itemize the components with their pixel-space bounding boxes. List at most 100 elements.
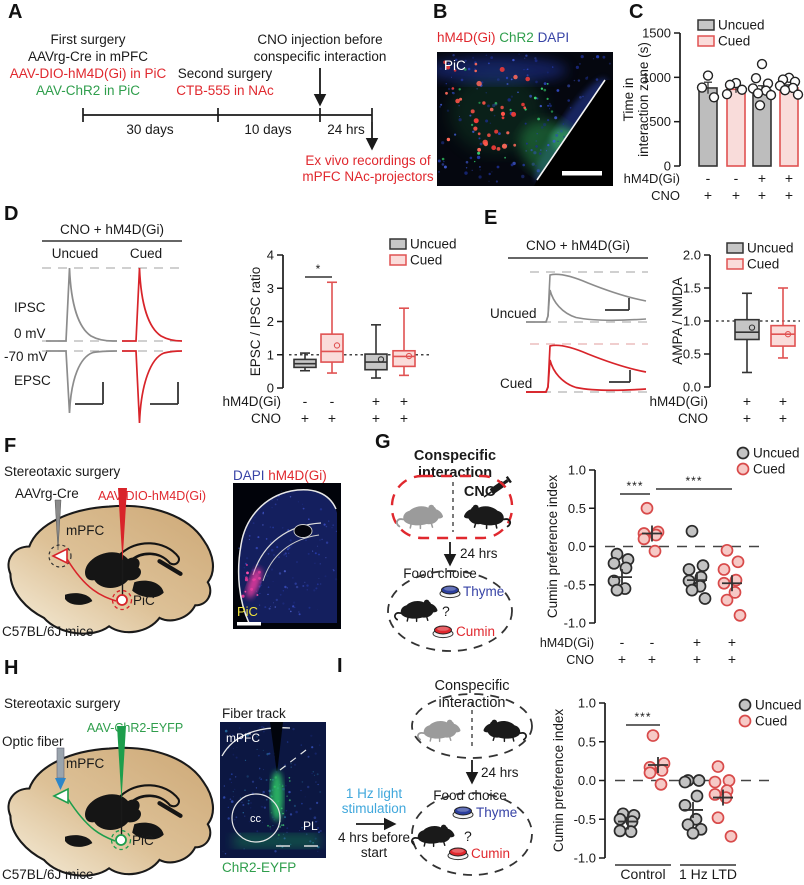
- speckle: [263, 731, 265, 733]
- exvivo-label-2: mPFC NAc-projectors: [302, 169, 434, 184]
- speckle: [281, 527, 284, 529]
- speckle: [269, 779, 272, 781]
- food-choice-arena: [411, 792, 533, 876]
- speckle: [286, 741, 289, 743]
- cell-speckles: [222, 725, 322, 855]
- cno-injection-label-2: conspecific interaction: [254, 49, 387, 64]
- speckle: [317, 783, 319, 786]
- cell-speckles: [437, 53, 611, 183]
- data-point: [711, 760, 725, 773]
- speckle: [259, 593, 261, 594]
- chart-interaction-time: 0 500 1000 1500 Time in interaction zone (s) U…: [621, 18, 804, 203]
- behavior-diagram-ltd: Conspecific interaction 24 hrs Food choi…: [338, 678, 533, 876]
- speckle: [506, 131, 510, 135]
- data-point: [724, 829, 738, 843]
- data-point: [696, 559, 710, 572]
- speckle: [275, 598, 278, 602]
- data-point: [720, 543, 734, 557]
- data-point: [724, 79, 736, 91]
- speckle: [547, 119, 550, 122]
- speckle: [451, 76, 452, 78]
- speckle: [488, 180, 490, 182]
- speckle: [262, 793, 264, 795]
- speckle: [270, 548, 274, 552]
- speckle: [535, 80, 538, 84]
- speckle: [452, 54, 455, 57]
- speckle: [274, 606, 277, 608]
- speckle: [268, 789, 272, 793]
- data-point: [646, 729, 660, 742]
- speckle: [316, 545, 319, 547]
- speckle: [493, 114, 496, 117]
- speckle: [288, 780, 291, 782]
- legend-swatch: [697, 19, 715, 31]
- speckle: [465, 160, 469, 164]
- speckle: [569, 106, 572, 109]
- speckle: [233, 818, 236, 821]
- box-outlier: [377, 356, 385, 363]
- speckle: [577, 79, 581, 82]
- x-row-value: +: [785, 170, 793, 186]
- interaction-arena: [390, 474, 514, 540]
- epsc-label: EPSC: [14, 373, 51, 388]
- speckle: [501, 116, 505, 120]
- y-tick-label: 1.5: [683, 281, 701, 296]
- speckle: [467, 67, 471, 71]
- speckle: [482, 139, 488, 145]
- cno-label: CNO: [464, 484, 496, 500]
- speckle: [549, 108, 551, 110]
- speckle: [253, 810, 255, 812]
- x-row-value: +: [618, 651, 626, 667]
- speckle: [494, 101, 498, 105]
- speckle: [474, 62, 478, 66]
- speckle: [543, 88, 547, 92]
- speckle: [244, 759, 247, 761]
- speckle: [251, 780, 255, 783]
- legend-label: Uncued: [755, 698, 802, 713]
- speckle: [287, 529, 290, 531]
- x-row-value: -: [734, 170, 739, 186]
- ipsc-label: IPSC: [14, 300, 46, 315]
- speckle: [470, 109, 475, 114]
- pic-target-ring: [110, 829, 132, 851]
- speckle: [250, 802, 252, 804]
- speckle: [479, 142, 483, 146]
- speckle: [265, 538, 268, 540]
- speckle: [476, 80, 482, 87]
- speckle: [443, 165, 447, 169]
- speckle: [443, 60, 447, 65]
- hm4d-stain-label: hM4D(Gi): [268, 468, 327, 483]
- speckle: [265, 779, 268, 781]
- x-row-value: +: [743, 393, 751, 409]
- speckle: [477, 147, 481, 152]
- speckle: [242, 804, 245, 806]
- speckle: [302, 585, 305, 587]
- speckle: [264, 606, 267, 609]
- legend-swatch: [697, 35, 715, 47]
- speckle: [230, 781, 232, 784]
- speckle: [290, 766, 292, 768]
- speckle: [315, 820, 317, 823]
- speckle: [509, 108, 512, 111]
- scale-bar: [237, 622, 261, 626]
- speckle: [222, 850, 224, 852]
- speckle: [262, 512, 264, 515]
- data-point: [765, 89, 777, 101]
- speckle: [292, 577, 294, 579]
- speckle: [554, 116, 558, 120]
- speckle: [267, 824, 269, 827]
- speckle: [256, 748, 258, 750]
- chr2-stain-label: ChR2: [499, 30, 534, 45]
- x-row-value: -: [303, 393, 308, 409]
- speckle: [266, 752, 269, 756]
- speckle: [319, 744, 321, 746]
- speckle: [272, 581, 274, 582]
- speckle: [494, 129, 499, 134]
- uncued-nmda-trace: [526, 273, 647, 323]
- speckle: [464, 171, 468, 175]
- speckle: [328, 520, 330, 522]
- pic-micrograph: PiC: [437, 52, 613, 186]
- speckle: [272, 825, 274, 826]
- speckle: [294, 582, 297, 585]
- minus70-mv-label: -70 mV: [4, 349, 48, 364]
